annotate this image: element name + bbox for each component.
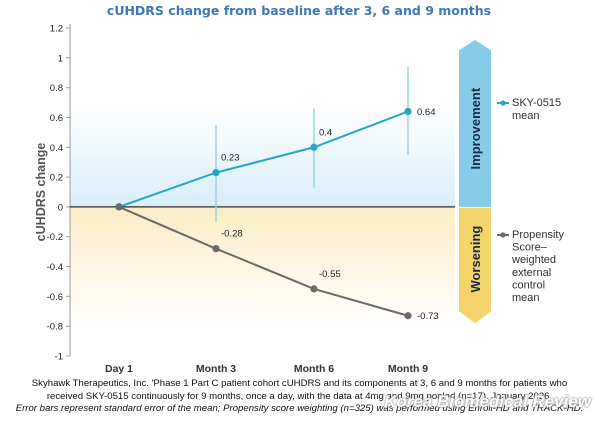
y-tick-label: 0.4 <box>50 143 63 154</box>
data-label: -0.73 <box>417 311 439 322</box>
improvement-arrow <box>459 39 491 207</box>
data-point <box>212 245 220 253</box>
data-point <box>404 312 412 320</box>
y-tick-label: 0 <box>58 202 63 213</box>
caption-note: Error bars represent standard error of t… <box>15 403 584 414</box>
x-tick-label: Month 6 <box>294 363 334 375</box>
data-label: 0.23 <box>221 153 240 164</box>
legend-text: external <box>512 267 551 279</box>
series-line-0 <box>118 110 409 208</box>
legend-text: control <box>512 279 545 291</box>
data-label: -0.28 <box>221 229 243 240</box>
y-tick-label: -0.8 <box>47 322 63 333</box>
legend-text: SKY-0515 <box>512 97 561 109</box>
y-axis-title: cUHDRS change <box>34 143 48 242</box>
y-tick-label: 0.2 <box>50 173 63 184</box>
y-tick-label: 1.2 <box>50 24 63 35</box>
chart-title: cUHDRS change from baseline after 3, 6 a… <box>107 3 491 18</box>
data-point <box>310 143 318 151</box>
chart: cUHDRS change from baseline after 3, 6 a… <box>34 3 564 376</box>
legend-text: mean <box>512 110 540 122</box>
worsening-label: Worsening <box>468 226 483 293</box>
y-tick-label: 0.6 <box>50 113 63 124</box>
y-tick-label: 0.8 <box>50 83 63 94</box>
data-label: -0.55 <box>319 269 341 280</box>
y-tick-label: -0.2 <box>47 232 63 243</box>
caption-line-2: received SKY-0515 continuously for 9 mon… <box>46 390 553 402</box>
y-tick-label: 1 <box>58 53 63 64</box>
caption-line-1: Skyhawk Therapeutics, Inc. 'Phase 1 Part… <box>31 378 568 389</box>
data-point <box>404 107 412 116</box>
band-worsening <box>70 206 455 327</box>
data-label: 0.4 <box>319 127 332 138</box>
y-tick-label: -1 <box>55 352 63 363</box>
data-label: 0.64 <box>417 107 436 118</box>
x-tick-label: Month 3 <box>196 363 236 375</box>
figure-caption: Skyhawk Therapeutics, Inc. 'Phase 1 Part… <box>8 378 591 416</box>
band-improvement <box>70 105 455 207</box>
legend-text: weighted <box>511 254 556 266</box>
legend-swatch-dot <box>500 100 506 106</box>
data-point <box>310 285 318 293</box>
data-point <box>115 203 123 211</box>
x-tick-label: Day 1 <box>105 363 133 375</box>
series-line-1 <box>118 205 409 317</box>
x-tick-label: Month 9 <box>388 363 428 375</box>
worsening-arrow <box>459 207 491 324</box>
y-tick-label: -0.4 <box>47 262 63 273</box>
plot-area: -1 -0.8 -0.6 -0.4 -0.2 0 0.2 0.4 0.6 0.8 1 1.2 cUHDR… <box>34 24 564 376</box>
legend-text: mean <box>512 292 540 304</box>
y-tick-label: -0.6 <box>47 292 63 303</box>
legend-swatch-dot <box>500 232 506 238</box>
legend-text: Propensity <box>512 229 564 241</box>
improvement-label: Improvement <box>468 87 483 169</box>
legend-text: Score– <box>512 242 548 254</box>
watermark-logo: Korea Biomedical Review <box>384 392 591 411</box>
data-point <box>212 169 220 177</box>
